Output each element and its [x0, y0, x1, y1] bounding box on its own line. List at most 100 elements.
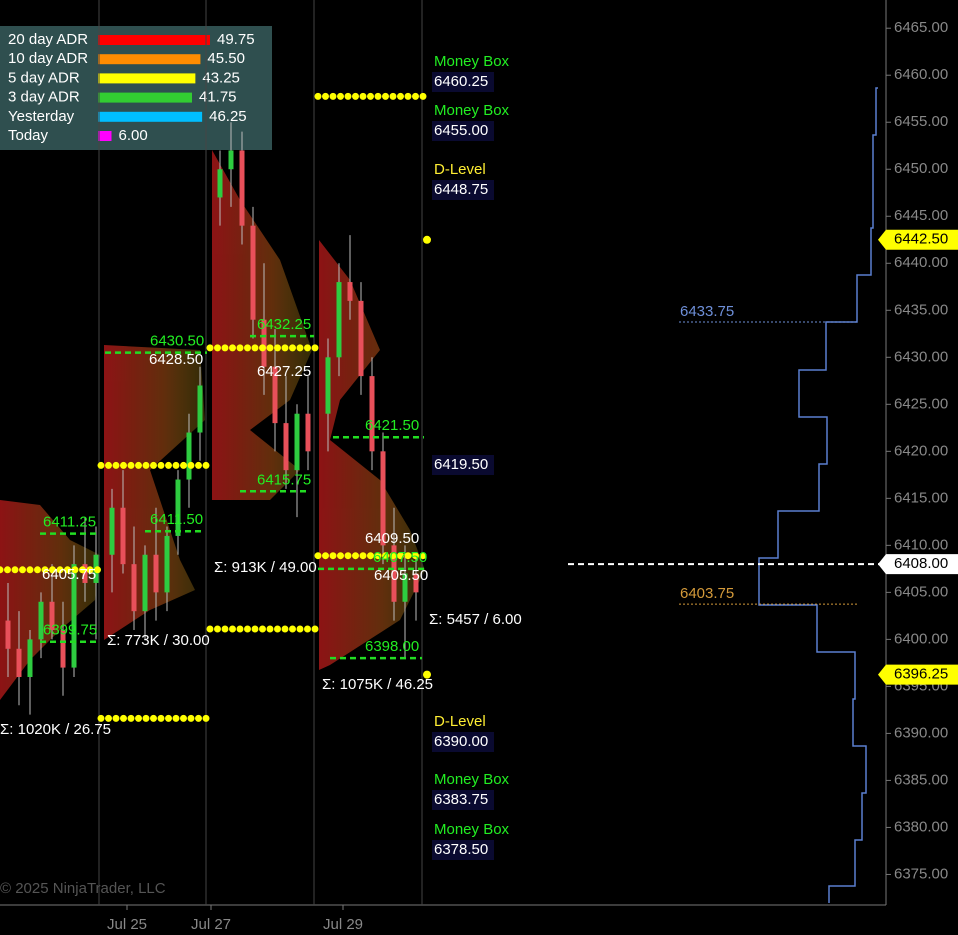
y-tick-label: 6450.00 [894, 160, 948, 177]
candle-body [49, 601, 55, 630]
legend-value: 45.50 [207, 50, 245, 67]
profile-level-label: 6403.75 [680, 585, 734, 602]
y-tick-label: 6410.00 [894, 536, 948, 553]
value-area-label: 6411.50 [150, 511, 203, 528]
candle-body [131, 564, 137, 612]
legend-value: 43.25 [202, 69, 240, 86]
candle-body [5, 620, 11, 649]
level-value: 6390.00 [434, 733, 488, 750]
y-tick-label: 6420.00 [894, 442, 948, 459]
legend-bar [98, 73, 196, 84]
level-value: 6448.75 [434, 181, 488, 198]
legend-name: 3 day ADR [8, 89, 80, 106]
y-tick-label: 6400.00 [894, 630, 948, 647]
candle-body [175, 479, 181, 536]
session-total: Σ: 5457 / 6.00 [429, 611, 522, 628]
candle-body [347, 282, 353, 301]
y-tick-label: 6405.00 [894, 583, 948, 600]
session-total: Σ: 913K / 49.00 [214, 559, 317, 576]
profile-level-label: 6433.75 [680, 303, 734, 320]
legend-name: Today [8, 127, 49, 144]
candle-body [153, 554, 159, 593]
legend-value: 49.75 [217, 31, 255, 48]
candle-body [261, 319, 267, 367]
poc-label: 6405.50 [374, 567, 428, 584]
candle-body [272, 366, 278, 424]
y-tick-label: 6425.00 [894, 395, 948, 412]
copyright: © 2025 NinjaTrader, LLC [0, 880, 166, 897]
candle-body [239, 150, 245, 226]
value-area-label: 6399.75 [43, 622, 97, 639]
value-area-label: 6421.50 [365, 417, 419, 434]
legend-name: Yesterday [8, 108, 75, 125]
level-value-box [432, 455, 494, 475]
level-value-box [432, 790, 494, 810]
level-dot [423, 670, 431, 679]
price-marker-label: 6442.50 [894, 231, 948, 248]
profile [319, 240, 425, 670]
level-value-box [432, 180, 494, 200]
legend-value: 46.25 [209, 108, 247, 125]
candle-body [82, 564, 88, 583]
value-area-label: 6411.25 [43, 514, 96, 531]
y-tick-label: 6460.00 [894, 66, 948, 83]
poc-label: 6405.75 [42, 566, 96, 583]
level-value: 6383.75 [434, 791, 488, 808]
level-name: Money Box [434, 53, 510, 70]
session-total: Σ: 1020K / 26.75 [0, 721, 111, 738]
y-tick-label: 6430.00 [894, 348, 948, 365]
candle-body [60, 629, 66, 668]
candle-body [250, 225, 256, 320]
candle-body [71, 564, 77, 668]
candle-body [369, 376, 375, 452]
legend-name: 20 day ADR [8, 31, 88, 48]
level-value-box [432, 732, 494, 752]
candle-body [16, 648, 22, 677]
candle-body [325, 357, 331, 414]
y-tick-label: 6375.00 [894, 865, 948, 882]
poc-label: 6427.25 [257, 363, 311, 380]
candle-body [197, 385, 203, 433]
price-marker-label: 6396.25 [894, 666, 948, 683]
legend-name: 10 day ADR [8, 50, 88, 67]
candle-body [402, 573, 408, 602]
candle-body [380, 451, 386, 546]
value-area-label: 6430.50 [150, 333, 204, 350]
candle-body [391, 545, 397, 602]
y-tick-label: 6440.00 [894, 254, 948, 271]
level-value-box [432, 72, 494, 92]
y-tick-label: 6415.00 [894, 489, 948, 506]
legend-name: 5 day ADR [8, 69, 80, 86]
value-area-label: 6432.25 [257, 316, 311, 333]
candle-body [294, 413, 300, 471]
price-marker [878, 554, 958, 575]
y-tick-label: 6385.00 [894, 771, 948, 788]
level-name: D-Level [434, 161, 486, 178]
value-area-label: 6407.50 [373, 549, 427, 566]
tpo-profile [758, 87, 878, 903]
price-marker [878, 229, 958, 250]
legend-value: 6.00 [119, 127, 148, 144]
y-tick-label: 6445.00 [894, 207, 948, 224]
profile [0, 500, 100, 700]
level-value: 6378.50 [434, 841, 488, 858]
x-tick-label: Jul 29 [323, 916, 363, 933]
candle-body [38, 601, 44, 640]
candle-body [120, 507, 126, 565]
candle-body [27, 639, 33, 677]
level-value-box [432, 840, 494, 860]
session-total: Σ: 773K / 30.00 [107, 632, 210, 649]
level-value: 6455.00 [434, 122, 488, 139]
candle-body [109, 507, 115, 555]
y-tick-label: 6390.00 [894, 724, 948, 741]
level-name: Money Box [434, 821, 510, 838]
poc-label: 6428.50 [149, 351, 203, 368]
y-tick-label: 6465.00 [894, 19, 948, 36]
y-tick-label: 6380.00 [894, 818, 948, 835]
adr-legend: 20 day ADR 49.75 10 day ADR 45.50 5 day ADR 4… [0, 26, 272, 150]
y-tick-label: 6455.00 [894, 113, 948, 130]
legend-bar [98, 111, 203, 122]
candle-body [413, 573, 419, 593]
legend-bar [98, 131, 112, 141]
